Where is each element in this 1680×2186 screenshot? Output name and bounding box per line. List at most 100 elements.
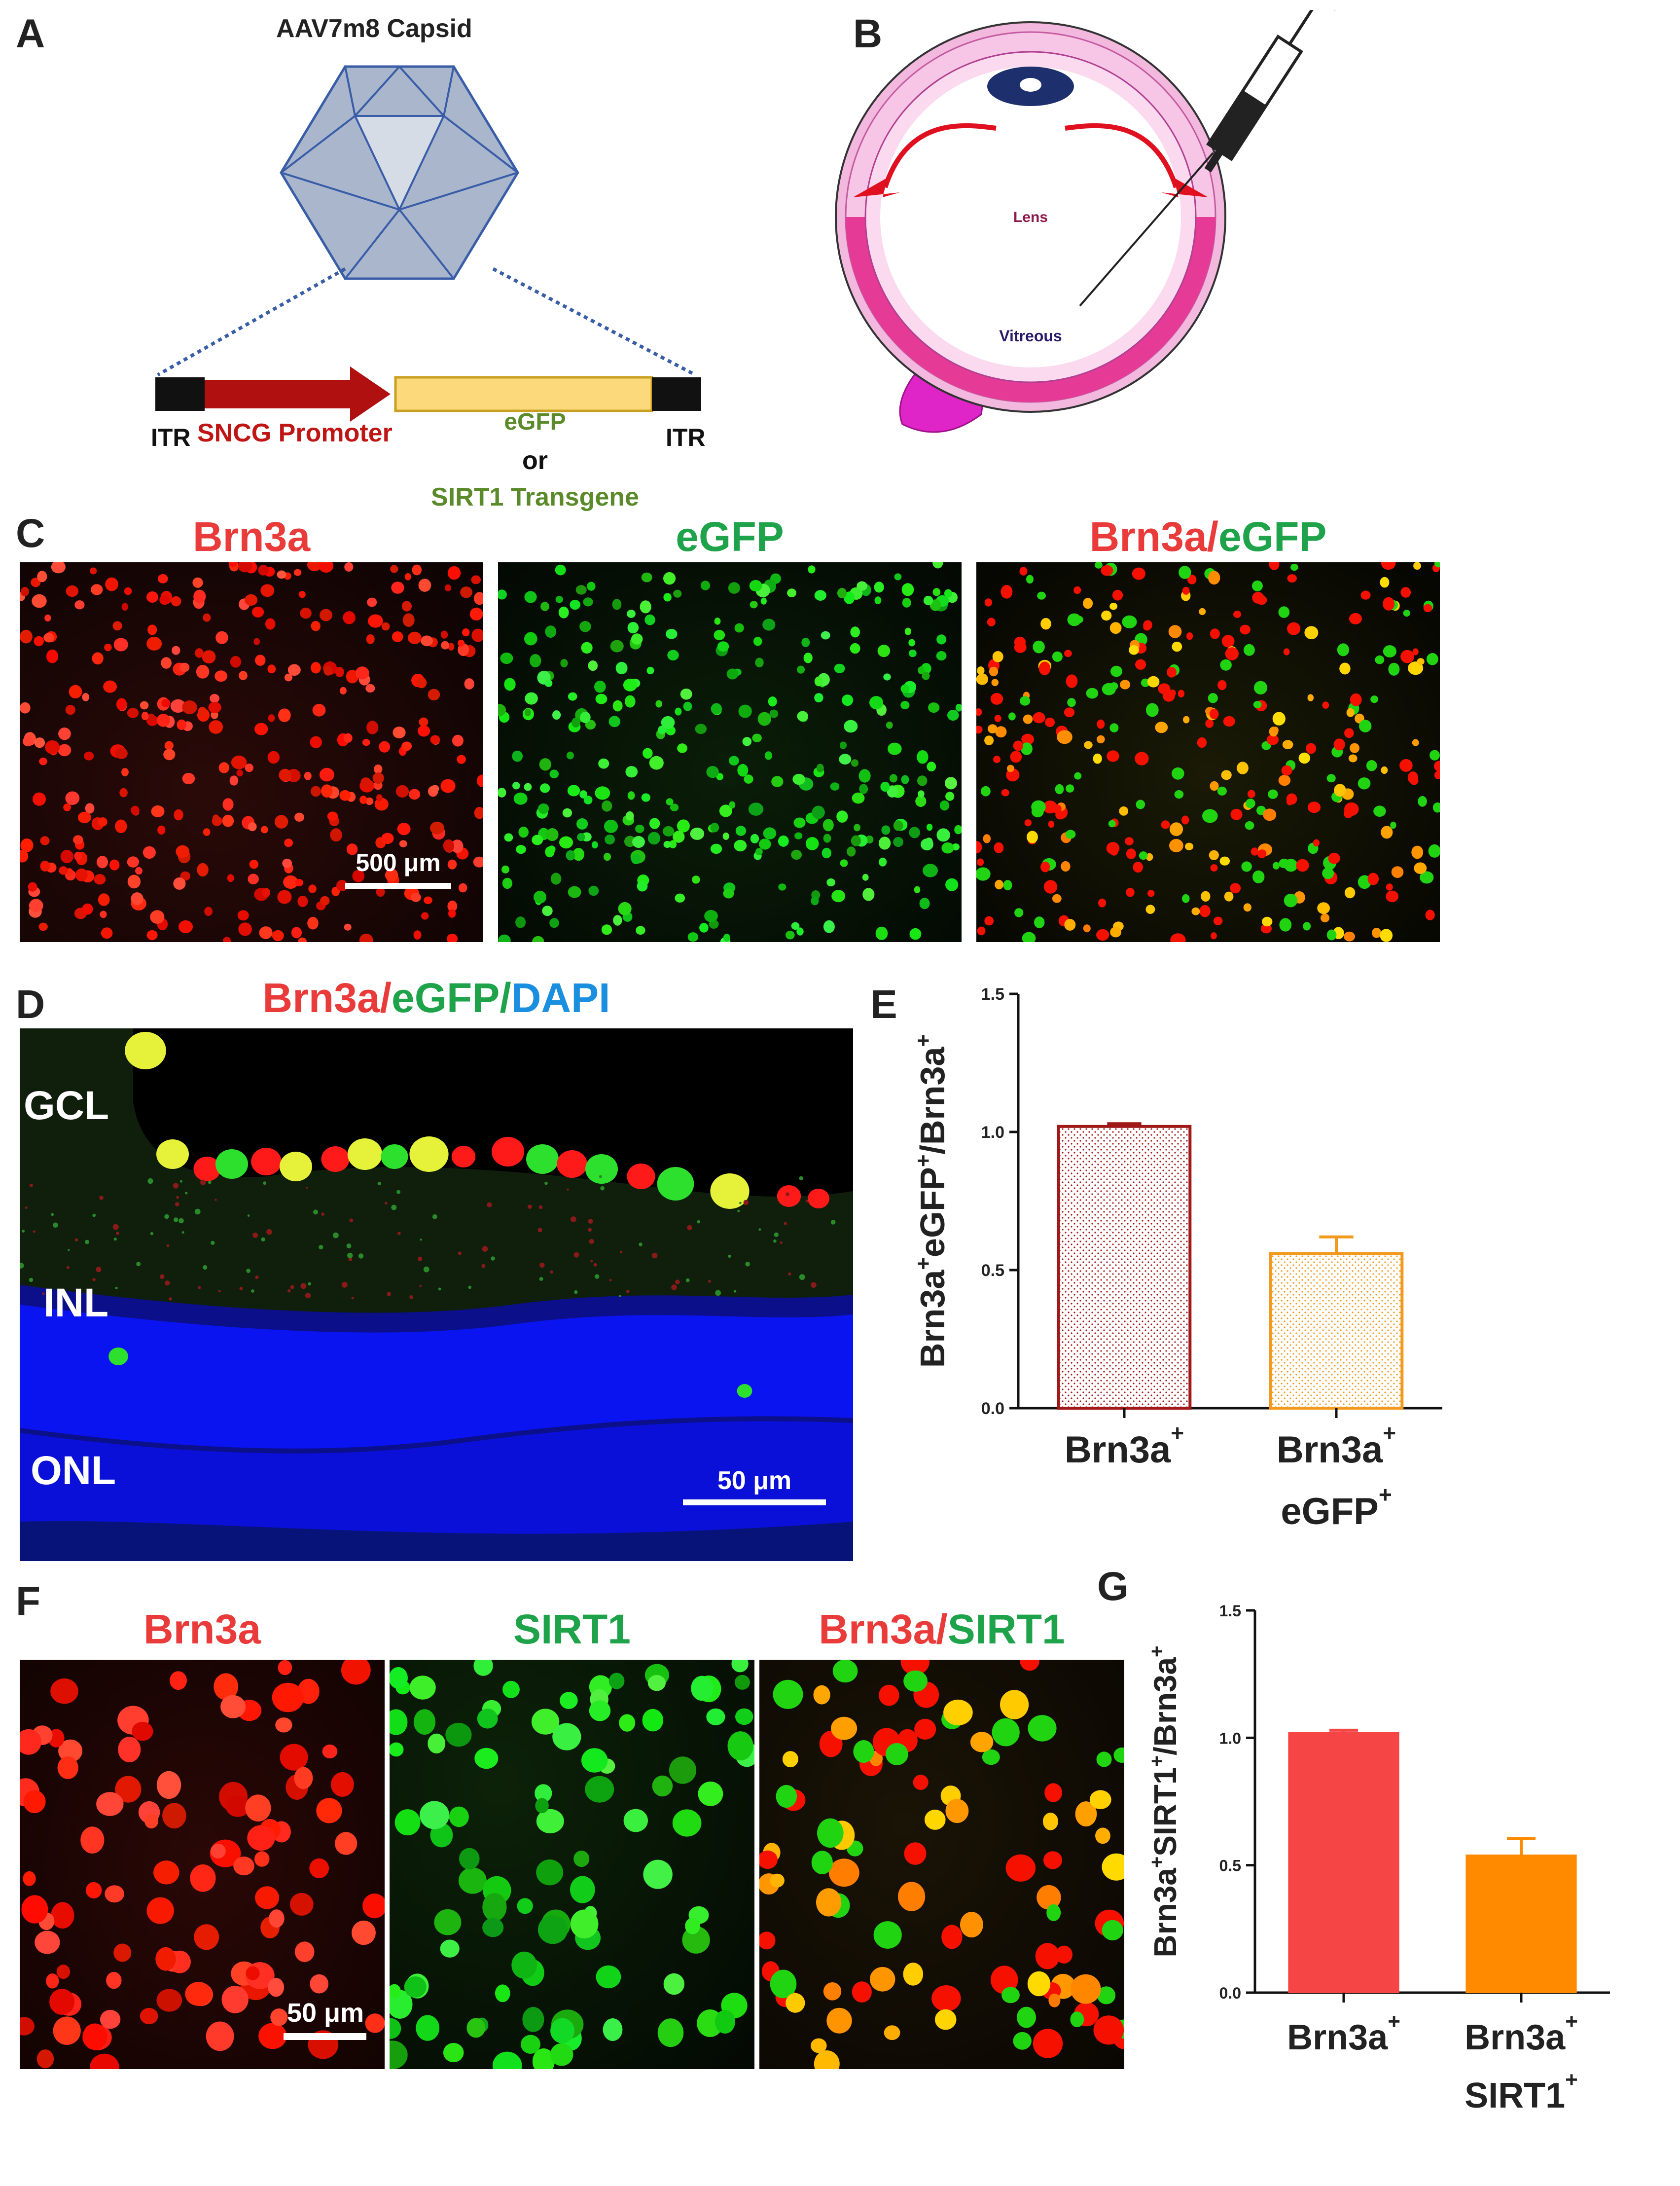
speckle bbox=[620, 1250, 623, 1253]
cell-nucleus bbox=[1381, 826, 1393, 839]
cell-nucleus bbox=[525, 692, 538, 705]
cell-nucleus bbox=[735, 1708, 753, 1725]
cell-nucleus bbox=[1074, 772, 1082, 780]
cell-nucleus bbox=[908, 639, 915, 647]
cell-nucleus bbox=[390, 1667, 408, 1689]
cell-nucleus bbox=[413, 1709, 436, 1735]
cell-nucleus bbox=[1136, 800, 1145, 809]
cell-nucleus bbox=[776, 1785, 797, 1808]
cell-nucleus bbox=[822, 819, 834, 832]
cell-nucleus bbox=[1019, 567, 1028, 576]
cell-nucleus bbox=[1349, 613, 1362, 624]
cell-nucleus bbox=[1102, 1920, 1123, 1941]
cell-nucleus bbox=[119, 788, 128, 798]
speckle bbox=[468, 1285, 472, 1289]
cell-nucleus bbox=[171, 596, 181, 607]
cell-nucleus bbox=[625, 811, 634, 821]
cell-nucleus bbox=[1143, 620, 1152, 630]
cell-nucleus bbox=[312, 704, 326, 717]
cell-nucleus bbox=[1147, 890, 1155, 897]
cell-nucleus bbox=[608, 716, 621, 728]
cell-nucleus bbox=[150, 910, 165, 924]
cell-nucleus bbox=[390, 1742, 404, 1757]
cell-nucleus bbox=[1184, 842, 1194, 850]
cell-nucleus bbox=[458, 1867, 487, 1894]
speckle bbox=[347, 1252, 353, 1259]
cell-nucleus bbox=[295, 879, 304, 886]
cell-nucleus bbox=[579, 621, 591, 632]
cell-nucleus bbox=[113, 638, 128, 652]
cell-nucleus bbox=[1322, 701, 1329, 709]
cell-nucleus bbox=[516, 845, 526, 854]
cell-nucleus bbox=[581, 1748, 608, 1773]
cell-nucleus bbox=[260, 584, 275, 597]
cell-nucleus bbox=[46, 649, 59, 663]
cell-nucleus bbox=[1328, 852, 1340, 864]
cell-nucleus bbox=[155, 1947, 176, 1971]
cell-nucleus bbox=[667, 650, 679, 661]
cell-nucleus bbox=[1169, 690, 1176, 697]
speckle bbox=[590, 1260, 593, 1263]
cell-nucleus bbox=[750, 601, 758, 609]
cell-nucleus bbox=[921, 838, 933, 851]
cell-nucleus bbox=[447, 566, 461, 580]
cell-nucleus bbox=[831, 1716, 858, 1740]
cell-nucleus bbox=[399, 840, 407, 847]
speckle bbox=[175, 1202, 179, 1206]
cell-nucleus bbox=[366, 634, 375, 644]
cell-nucleus bbox=[706, 1708, 725, 1725]
cell-nucleus bbox=[1257, 849, 1267, 858]
cell-nucleus bbox=[173, 877, 186, 890]
speckle bbox=[600, 1186, 605, 1191]
cell-nucleus bbox=[588, 660, 598, 671]
cell-nucleus bbox=[308, 884, 317, 893]
cell-nucleus bbox=[58, 744, 71, 757]
cell-nucleus bbox=[159, 595, 170, 605]
cell-nucleus bbox=[714, 618, 721, 625]
cell-nucleus bbox=[1119, 806, 1129, 816]
cell-nucleus bbox=[210, 693, 219, 703]
cell-nucleus bbox=[1147, 676, 1160, 688]
cell-nucleus bbox=[1414, 862, 1427, 874]
cell-nucleus bbox=[1132, 567, 1145, 580]
cell-nucleus bbox=[498, 704, 506, 717]
cell-nucleus bbox=[536, 1859, 564, 1886]
speckle bbox=[799, 1274, 805, 1280]
cell-nucleus bbox=[904, 627, 911, 635]
cell-nucleus bbox=[290, 1893, 314, 1916]
y-tick-label: 1.5 bbox=[981, 985, 1004, 1004]
gcl-cell bbox=[492, 1137, 524, 1166]
cell-nucleus bbox=[884, 2025, 900, 2040]
cell-nucleus bbox=[401, 601, 412, 612]
cell-nucleus bbox=[1048, 1993, 1061, 2007]
cell-nucleus bbox=[161, 699, 171, 707]
cell-nucleus bbox=[1344, 802, 1359, 816]
cell-nucleus bbox=[344, 562, 354, 572]
cell-nucleus bbox=[749, 580, 762, 592]
speckle bbox=[715, 1290, 721, 1296]
cell-nucleus bbox=[995, 879, 1003, 890]
cell-nucleus bbox=[341, 1660, 371, 1685]
cell-nucleus bbox=[344, 923, 352, 931]
cell-nucleus bbox=[84, 751, 94, 761]
cell-nucleus bbox=[1034, 916, 1045, 928]
speckle bbox=[685, 1278, 690, 1282]
cell-nucleus bbox=[1304, 626, 1319, 639]
speckle bbox=[358, 1253, 364, 1259]
cell-nucleus bbox=[663, 840, 672, 848]
cell-nucleus bbox=[476, 774, 483, 787]
cell-nucleus bbox=[57, 1756, 78, 1779]
cell-nucleus bbox=[131, 805, 140, 815]
cell-nucleus bbox=[811, 2038, 827, 2053]
cell-nucleus bbox=[367, 597, 377, 607]
cell-nucleus bbox=[1233, 611, 1241, 618]
cell-nucleus bbox=[851, 835, 861, 846]
cell-nucleus bbox=[1230, 883, 1241, 894]
cell-nucleus bbox=[1129, 645, 1139, 655]
cell-nucleus bbox=[220, 1695, 246, 1718]
cell-nucleus bbox=[791, 849, 802, 860]
cell-nucleus bbox=[1244, 644, 1255, 656]
cell-nucleus bbox=[1408, 661, 1424, 675]
cell-nucleus bbox=[194, 1924, 219, 1950]
cell-nucleus bbox=[1033, 640, 1045, 654]
